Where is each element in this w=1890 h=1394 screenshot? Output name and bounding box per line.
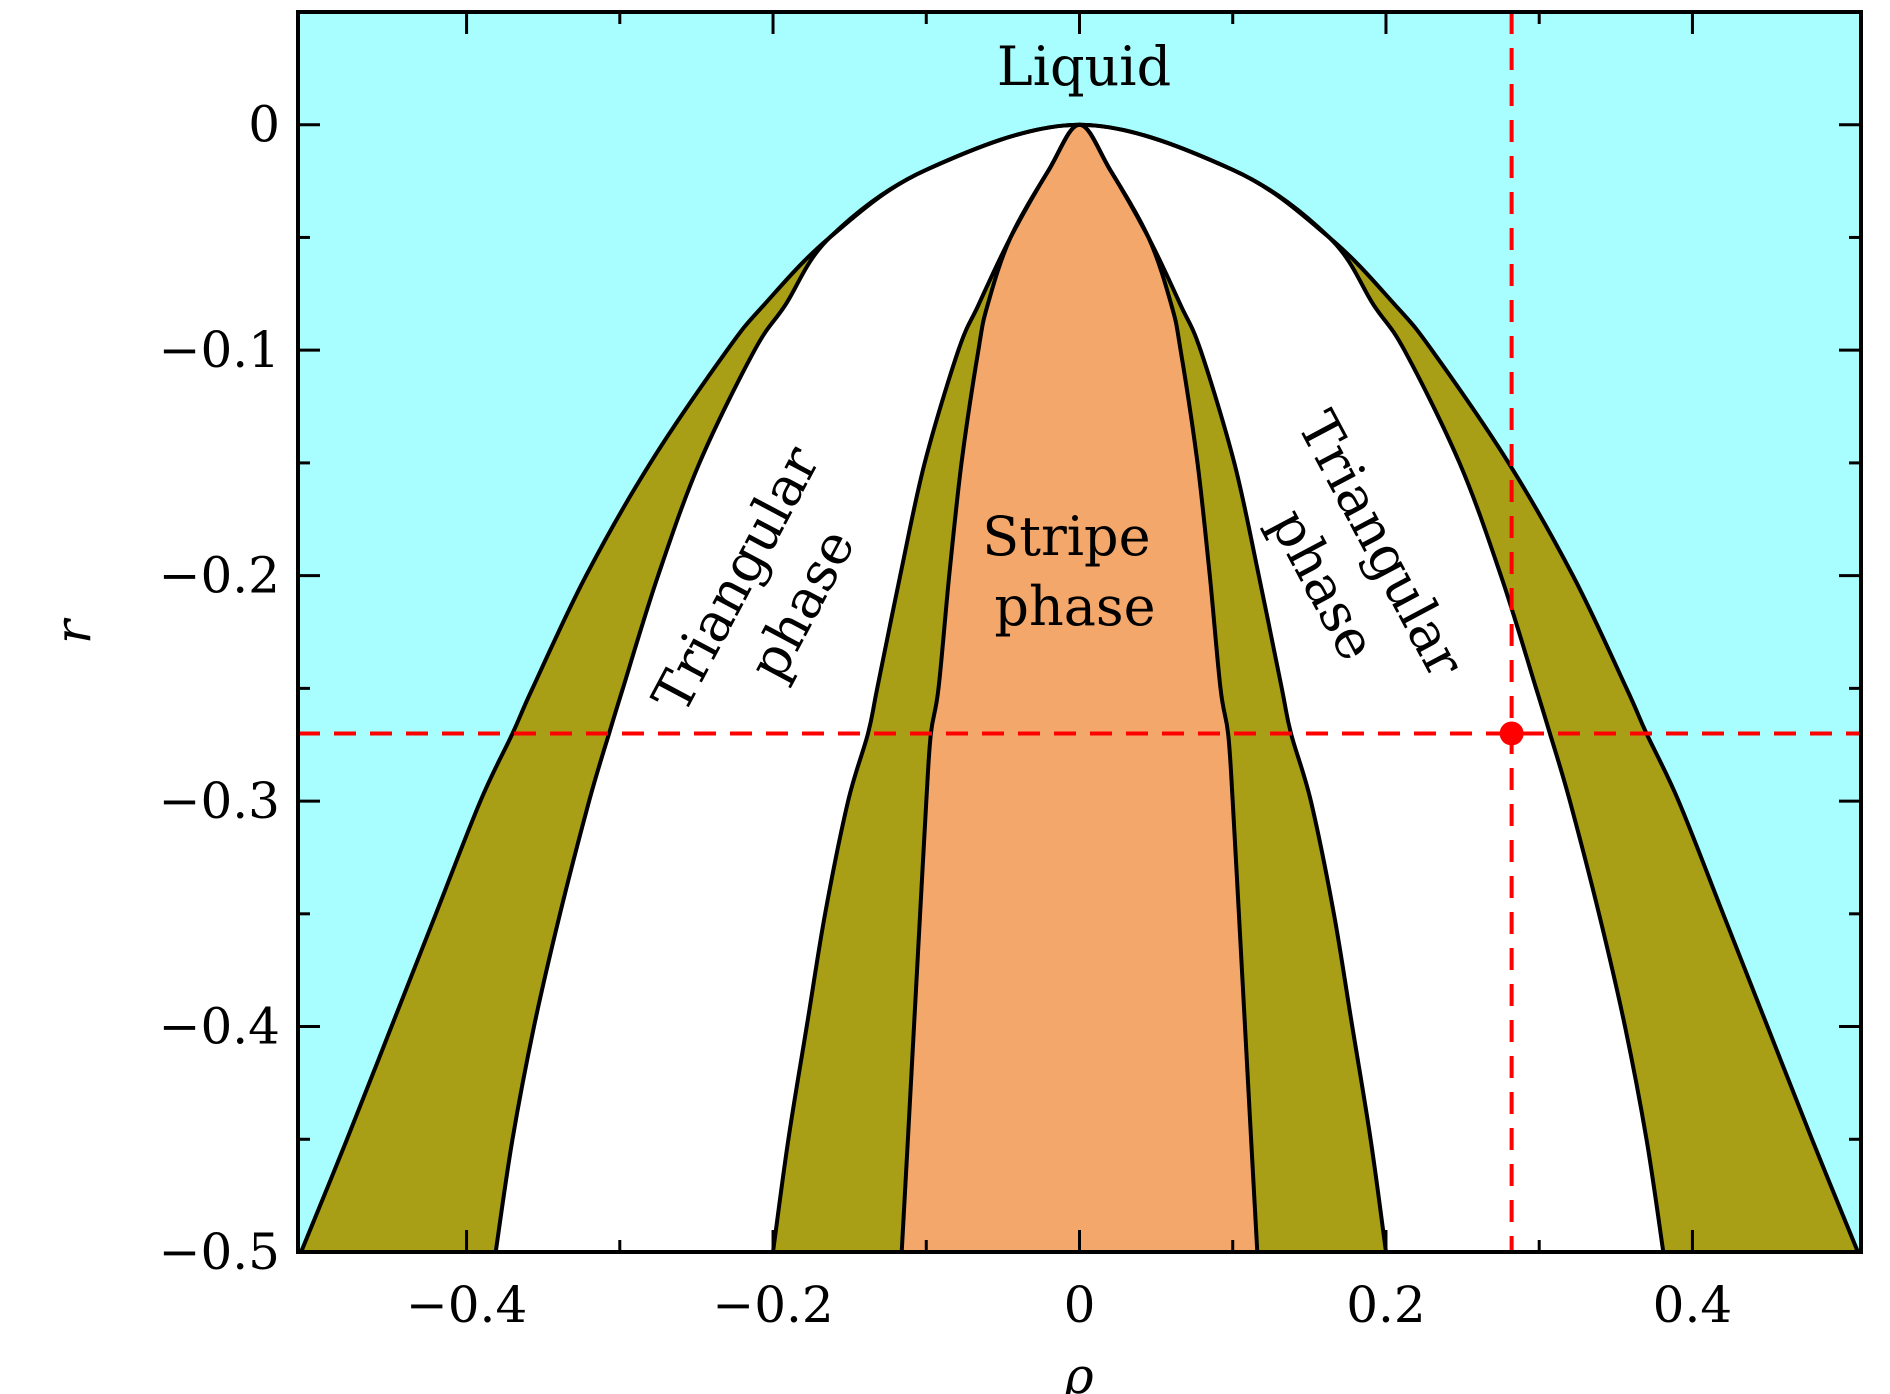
x-tick-label: 0.4 (1653, 1276, 1733, 1334)
x-tick-label: −0.2 (712, 1276, 833, 1334)
y-axis-ticks: 0 −0.1 −0.2 −0.3 −0.4 −0.5 (159, 96, 1861, 1281)
liquid-label: Liquid (997, 35, 1171, 98)
stripe-boundary-line (899, 122, 1260, 1252)
y-tick-label: −0.1 (159, 321, 280, 379)
selected-point-marker (1499, 721, 1524, 746)
x-axis-label: ρ (1063, 1347, 1094, 1394)
y-tick-label: −0.3 (159, 772, 280, 830)
x-tick-label: 0.2 (1346, 1276, 1426, 1334)
x-tick-label: −0.4 (406, 1276, 527, 1334)
stripe-phase-region (901, 124, 1258, 1252)
x-axis-ticks: −0.4 −0.2 0 0.2 0.4 (406, 12, 1732, 1334)
y-axis-label: r (44, 617, 102, 644)
stripe-phase-label: Stripe phase (982, 505, 1167, 638)
stripe-label-line2: phase (994, 575, 1155, 638)
y-tick-label: −0.2 (159, 547, 280, 605)
x-tick-label: 0 (1064, 1276, 1096, 1334)
y-tick-label: 0 (248, 96, 280, 154)
y-tick-label: −0.4 (159, 998, 280, 1056)
stripe-label-line1: Stripe (982, 505, 1150, 568)
y-tick-label: −0.5 (159, 1223, 280, 1281)
